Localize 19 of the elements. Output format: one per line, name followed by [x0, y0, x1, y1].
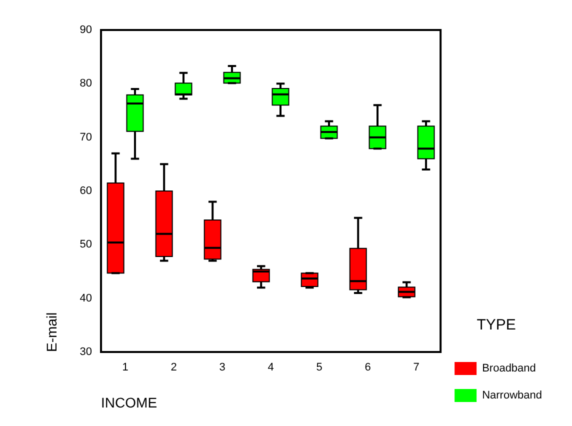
- x-tick-label: 6: [364, 362, 371, 374]
- x-tick-label: 4: [268, 362, 274, 374]
- legend-title: TYPE: [476, 316, 516, 334]
- x-tick-label: 2: [170, 362, 177, 374]
- x-axis-title: INCOME: [101, 394, 158, 410]
- y-tick-label: 80: [80, 78, 92, 90]
- y-tick-label: 50: [80, 238, 92, 251]
- y-tick-label: 30: [80, 346, 92, 358]
- legend-label: Broadband: [482, 362, 536, 375]
- y-tick-label: 40: [80, 292, 92, 304]
- y-tick-label: 90: [80, 24, 92, 36]
- y-tick-label: 70: [80, 131, 92, 144]
- legend-label: Narrowband: [482, 390, 542, 402]
- x-tick-label: 7: [413, 362, 420, 374]
- x-tick-label: 1: [122, 362, 128, 374]
- y-tick-label: 60: [80, 185, 92, 198]
- y-axis-title: E-mail: [43, 312, 60, 352]
- x-tick-label: 3: [219, 362, 226, 374]
- x-tick-label: 5: [316, 362, 322, 374]
